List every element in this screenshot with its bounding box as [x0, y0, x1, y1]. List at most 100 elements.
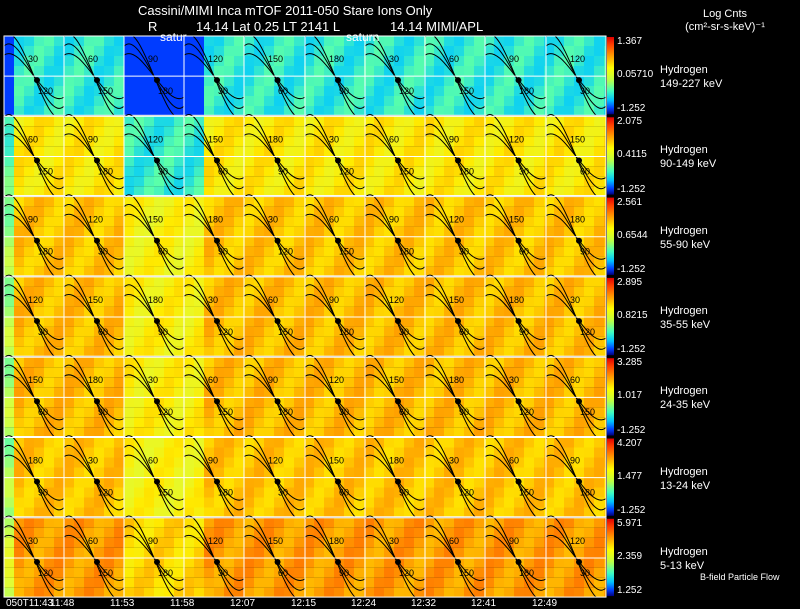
heatmap-cell: [264, 226, 274, 237]
heatmap-cell: [164, 437, 174, 448]
heatmap-cell: [34, 216, 44, 227]
heatmap-cell: [194, 467, 204, 478]
heatmap-cell: [184, 176, 194, 187]
heatmap-cell: [64, 266, 74, 276]
heatmap-cell: [4, 146, 14, 157]
heatmap-cell: [324, 106, 334, 116]
heatmap-cell: [424, 367, 434, 378]
heatmap-cell: [534, 96, 544, 106]
contour-label: 180: [158, 86, 173, 96]
heatmap-cell: [394, 166, 404, 177]
heatmap-cell: [124, 497, 134, 508]
heatmap-cell: [234, 36, 244, 46]
x-tick-label: 11:58: [170, 598, 195, 609]
heatmap-cell: [344, 166, 354, 177]
heatmap-cell: [24, 216, 34, 227]
b-field-marker: [576, 558, 582, 565]
heatmap-cell: [4, 407, 14, 418]
heatmap-cell: [184, 507, 194, 517]
heatmap-cell: [404, 136, 414, 147]
heatmap-cell: [324, 236, 334, 247]
contour-label: 90: [268, 375, 278, 385]
heatmap-cell: [264, 256, 274, 267]
heatmap-cell: [134, 176, 144, 187]
heatmap-cell: [34, 126, 44, 137]
energy-range-label: 149-227 keV: [660, 78, 723, 90]
heatmap-cell: [294, 256, 304, 267]
heatmap-cell: [114, 507, 124, 517]
heatmap-cell: [404, 587, 414, 598]
heatmap-cell: [524, 346, 534, 357]
heatmap-cell: [554, 296, 564, 307]
heatmap-cell: [504, 407, 514, 418]
heatmap-cell: [144, 236, 154, 247]
heatmap-cell: [274, 517, 284, 528]
heatmap-cell: [364, 407, 374, 418]
heatmap-cell: [84, 326, 94, 337]
heatmap-cell: [454, 387, 464, 398]
heatmap-cell: [74, 186, 84, 196]
heatmap-cell: [194, 477, 204, 488]
heatmap-cell: [484, 527, 494, 538]
heatmap-cell: [224, 246, 234, 257]
heatmap-cell: [484, 166, 494, 177]
heatmap-cell: [544, 166, 554, 177]
heatmap-cell: [434, 407, 444, 418]
heatmap-cell: [604, 537, 606, 548]
b-field-marker: [214, 398, 220, 405]
contour-label: 150: [570, 134, 585, 144]
heatmap-cell: [434, 236, 444, 247]
heatmap-cell: [304, 266, 314, 276]
contour-label: 180: [570, 215, 585, 225]
heatmap-cell: [594, 86, 604, 96]
heatmap-cell: [34, 186, 44, 196]
heatmap-cell: [104, 46, 114, 56]
heatmap-cell: [84, 176, 94, 187]
heatmap-cell: [504, 487, 514, 498]
heatmap-cell: [434, 66, 444, 76]
heatmap-cell: [224, 66, 234, 76]
heatmap-cell: [234, 296, 244, 307]
heatmap-cell: [234, 116, 244, 127]
heatmap-cell: [34, 367, 44, 378]
contour-label: 150: [329, 456, 344, 466]
heatmap-cell: [74, 457, 84, 468]
heatmap-cell: [484, 176, 494, 187]
heatmap-cell: [314, 206, 324, 217]
heatmap-cell: [244, 346, 254, 357]
heatmap-cell: [434, 86, 444, 96]
heatmap-cell: [374, 166, 384, 177]
heatmap-cell: [424, 56, 434, 66]
heatmap-cell: [584, 46, 594, 56]
heatmap-cell: [514, 36, 524, 46]
heatmap-cell: [114, 86, 124, 96]
heatmap-cell: [234, 387, 244, 398]
heatmap-cell: [44, 587, 54, 598]
heatmap-cell: [44, 56, 54, 66]
heatmap-cell: [174, 547, 184, 558]
heatmap-cell: [434, 437, 444, 448]
heatmap-cell: [324, 326, 334, 337]
heatmap-cell: [354, 527, 364, 538]
heatmap-cell: [384, 367, 394, 378]
heatmap-cell: [404, 236, 414, 247]
heatmap-cell: [414, 397, 424, 408]
heatmap-cell: [384, 517, 394, 528]
heatmap-cell: [234, 357, 244, 368]
heatmap-cell: [354, 196, 364, 207]
heatmap-cell: [184, 166, 194, 177]
heatmap-cell: [334, 176, 344, 187]
heatmap-cell: [244, 136, 254, 147]
heatmap-cell: [84, 46, 94, 56]
heatmap-cell: [124, 326, 134, 337]
heatmap-cell: [14, 246, 24, 257]
heatmap-cell: [334, 367, 344, 378]
panel-border: [3, 437, 607, 518]
heatmap-cell: [84, 286, 94, 297]
contour-label: 60: [509, 456, 519, 466]
heatmap-cell: [4, 186, 14, 196]
heatmap-cell: [74, 417, 84, 428]
heatmap-cell: [594, 196, 604, 207]
heatmap-cell: [184, 387, 194, 398]
contour-label: 90: [158, 327, 168, 337]
